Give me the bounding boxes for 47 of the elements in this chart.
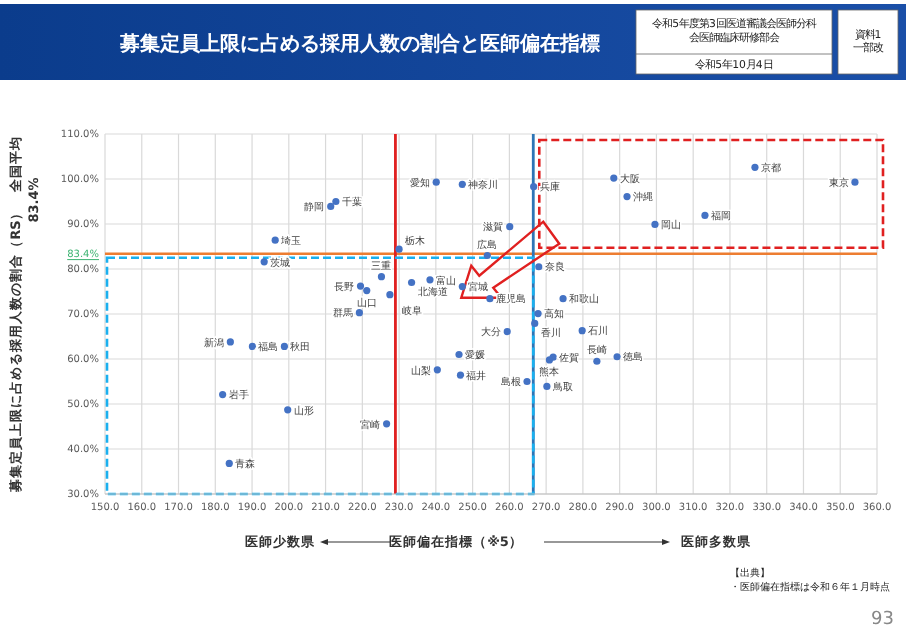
point [455,350,463,359]
point [426,276,434,284]
point [458,282,466,291]
point [751,163,759,171]
point [543,382,551,391]
point [486,295,494,303]
point [395,245,403,253]
point [433,366,441,374]
point [503,327,511,336]
point [260,258,268,266]
point [327,202,335,211]
point [506,223,514,231]
point [355,309,363,317]
point [219,390,227,399]
point [432,178,440,186]
point [363,287,371,295]
point [610,174,618,182]
point [356,282,365,290]
point [701,211,709,220]
point [535,263,543,271]
point [523,377,531,386]
point [593,357,601,365]
point [651,220,659,229]
point [226,338,234,346]
point [851,178,859,186]
point [613,353,621,361]
point [377,273,386,281]
point [578,327,586,335]
point [284,406,292,414]
point [280,342,288,350]
chart-title: 募集定員上限に占める採用人数の割合と医師偏在指標 [118,32,600,56]
point [530,183,538,191]
point [456,371,465,379]
point [248,342,257,350]
text: 93 [871,610,894,630]
point [383,420,391,428]
point [623,192,631,201]
point [225,459,233,467]
point [534,309,542,318]
point [271,236,279,244]
point [332,197,340,206]
point [386,291,394,299]
point [559,295,567,303]
point [407,278,416,287]
point [483,251,491,260]
point [531,319,539,328]
point [458,180,466,188]
